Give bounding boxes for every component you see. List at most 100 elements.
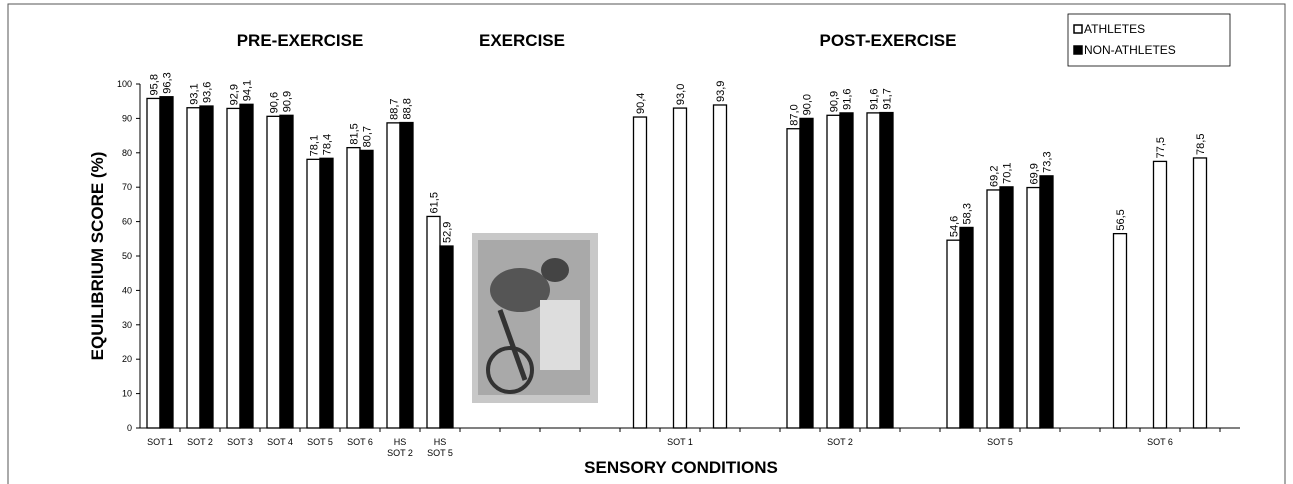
bar [187, 108, 200, 428]
value-label: 96,3 [162, 72, 174, 93]
value-label: 90,9 [829, 91, 841, 112]
y-tick-label: 60 [122, 217, 132, 227]
bar [674, 108, 687, 428]
value-label: 73,3 [1042, 151, 1054, 172]
bar [347, 148, 360, 428]
bar [427, 216, 440, 428]
bar [1114, 234, 1127, 428]
value-label: 69,9 [1029, 163, 1041, 184]
bar [307, 159, 320, 428]
x-tick-label: SOT 1 [140, 437, 180, 448]
page: SENSORY CONDITIONS EQUILIBRIUM SCORE (%)… [0, 0, 1293, 484]
bar [960, 227, 973, 428]
chart: SENSORY CONDITIONS EQUILIBRIUM SCORE (%)… [0, 0, 1293, 484]
value-label: 91,6 [869, 88, 881, 109]
legend-marker [1074, 46, 1082, 54]
x-tick-label: SOT 1 [660, 437, 700, 448]
value-label: 78,1 [309, 135, 321, 156]
bar [1194, 158, 1207, 428]
value-label: 52,9 [442, 222, 454, 243]
value-label: 69,2 [989, 166, 1001, 187]
bar [147, 98, 160, 428]
value-label: 70,1 [1002, 162, 1014, 183]
x-axis-title: SENSORY CONDITIONS [584, 458, 778, 477]
value-label: 91,6 [842, 88, 854, 109]
legend-label: NON-ATHLETES [1084, 43, 1176, 57]
value-label: 58,3 [962, 203, 974, 224]
bar [1154, 161, 1167, 428]
legend-marker [1074, 25, 1082, 33]
bar [1027, 188, 1040, 428]
x-tick-label: SOT 5 [980, 437, 1020, 448]
y-tick-label: 20 [122, 354, 132, 364]
bar [387, 123, 400, 428]
legend-label: ATHLETES [1084, 22, 1145, 36]
bar [840, 113, 853, 428]
value-label: 90,6 [269, 92, 281, 113]
y-tick-label: 10 [122, 389, 132, 399]
bar [1000, 187, 1013, 428]
x-tick-label: HS SOT 5 [420, 437, 460, 459]
y-tick-label: 40 [122, 285, 132, 295]
x-tick-label: HS SOT 2 [380, 437, 420, 459]
section-title: EXERCISE [479, 31, 565, 50]
value-label: 93,9 [715, 81, 727, 102]
value-label: 93,6 [202, 82, 214, 103]
value-label: 95,8 [149, 74, 161, 95]
section-title: PRE-EXERCISE [237, 31, 364, 50]
x-tick-label: SOT 2 [180, 437, 220, 448]
x-tick-label: SOT 4 [260, 437, 300, 448]
x-tick-label: SOT 6 [340, 437, 380, 448]
bar [800, 118, 813, 428]
value-label: 78,5 [1195, 134, 1207, 155]
bar [1040, 176, 1053, 428]
value-label: 91,7 [882, 88, 894, 109]
value-label: 93,0 [675, 84, 687, 105]
bar [400, 123, 413, 428]
value-label: 80,7 [362, 126, 374, 147]
bar [267, 116, 280, 428]
value-label: 77,5 [1155, 137, 1167, 158]
bar [827, 115, 840, 428]
value-label: 56,5 [1115, 209, 1127, 230]
value-label: 90,4 [635, 93, 647, 114]
y-axis-title: EQUILIBRIUM SCORE (%) [88, 152, 107, 361]
value-label: 87,0 [789, 104, 801, 125]
x-tick-label: SOT 6 [1140, 437, 1180, 448]
x-tick-label: SOT 5 [300, 437, 340, 448]
bar [280, 115, 293, 428]
value-label: 94,1 [242, 80, 254, 101]
y-tick-label: 70 [122, 182, 132, 192]
exercise-photo [472, 233, 598, 403]
bar [227, 108, 240, 428]
bar [714, 105, 727, 428]
bar [200, 106, 213, 428]
bar [787, 129, 800, 428]
value-label: 90,0 [802, 94, 814, 115]
value-label: 61,5 [429, 192, 441, 213]
y-tick-label: 80 [122, 148, 132, 158]
x-tick-label: SOT 2 [820, 437, 860, 448]
value-label: 54,6 [949, 216, 961, 237]
bar [634, 117, 647, 428]
value-label: 81,5 [349, 123, 361, 144]
value-label: 92,9 [229, 84, 241, 105]
y-tick-label: 100 [117, 79, 132, 89]
bar [867, 113, 880, 428]
bar [160, 97, 173, 428]
section-title: POST-EXERCISE [820, 31, 957, 50]
value-label: 90,9 [282, 91, 294, 112]
bar [947, 240, 960, 428]
bar [880, 113, 893, 428]
bar [320, 158, 333, 428]
bar [240, 104, 253, 428]
x-tick-label: SOT 3 [220, 437, 260, 448]
bar [440, 246, 453, 428]
value-label: 88,7 [389, 98, 401, 119]
value-label: 78,4 [322, 134, 334, 155]
bar [987, 190, 1000, 428]
y-tick-label: 90 [122, 113, 132, 123]
value-label: 93,1 [189, 83, 201, 104]
bar [360, 150, 373, 428]
y-tick-label: 50 [122, 251, 132, 261]
